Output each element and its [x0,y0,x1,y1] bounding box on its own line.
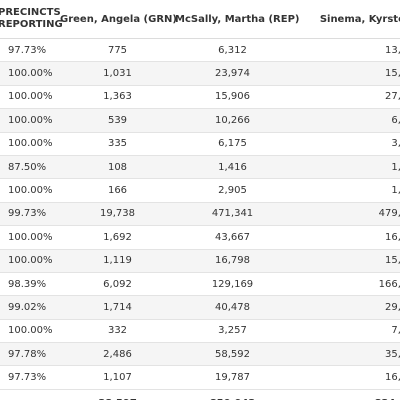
precincts-cell: 99.02% [0,295,60,320]
sinema-cell: 1,042 [290,155,400,180]
precincts-cell: 98.39% [0,272,60,297]
precincts-cell: 100.00% [0,85,60,110]
sinema-cell: 3,153 [290,132,400,156]
mcsally-cell: 23,974 [175,61,290,86]
green-cell: 1,692 [60,225,175,250]
totals-green: 38,597 [60,388,175,400]
header-sinema-kyrsten: Sinema, Kyrsten [290,0,400,39]
green-cell: 1,119 [60,249,175,273]
precincts-cell: 97.78% [0,342,60,367]
precincts-cell: 97.73% [0,365,60,390]
sinema-cell: 1,455 [290,178,400,203]
mcsally-cell: 19,787 [175,365,290,390]
green-cell: 108 [60,155,175,180]
green-cell: 6,092 [60,272,175,297]
mcsally-cell: 2,905 [175,178,290,203]
mcsally-cell: 6,175 [175,132,290,156]
precincts-cell: 100.00% [0,61,60,86]
precincts-cell: 100.00% [0,178,60,203]
precincts-cell: 100.00% [0,249,60,273]
mcsally-cell: 15,906 [175,85,290,110]
green-cell: 332 [60,319,175,344]
table-header: PRECINCTS REPORTING Green, Angela (GRN) … [0,0,400,39]
totals-sinema: 834,135 [290,388,400,400]
mcsally-cell: 1,416 [175,155,290,180]
sinema-cell: 15,009 [290,61,400,86]
sinema-cell: 29,192 [290,295,400,320]
sinema-cell: 16,580 [290,225,400,250]
green-cell: 19,738 [60,202,175,227]
precincts-cell: 100.00% [0,108,60,133]
green-cell: 539 [60,108,175,133]
mcsally-cell: 16,798 [175,249,290,273]
precincts-cell: 97.73% [0,38,60,63]
green-cell: 775 [60,38,175,63]
green-cell: 1,031 [60,61,175,86]
mcsally-cell: 6,312 [175,38,290,63]
sinema-cell: 16,052 [290,365,400,390]
sinema-cell: 166,571 [290,272,400,297]
header-precincts-reporting: PRECINCTS REPORTING [0,0,63,39]
green-cell: 1,107 [60,365,175,390]
totals-mcsally: 850,043 [175,388,290,400]
mcsally-cell: 10,266 [175,108,290,133]
totals-precincts [0,388,60,400]
precincts-cell: 99.73% [0,202,60,227]
sinema-cell: 35,423 [290,342,400,367]
header-green-angela: Green, Angela (GRN) [60,0,177,39]
sinema-cell: 13,162 [290,38,400,63]
sinema-cell: 7,598 [290,319,400,344]
mcsally-cell: 129,169 [175,272,290,297]
precincts-cell: 100.00% [0,319,60,344]
table-footer: 38,597 850,043 834,135 [0,388,400,400]
mcsally-cell: 3,257 [175,319,290,344]
green-cell: 2,486 [60,342,175,367]
header-row: PRECINCTS REPORTING Green, Angela (GRN) … [0,0,400,39]
precincts-cell: 100.00% [0,132,60,156]
sinema-cell: 6,506 [290,108,400,133]
mcsally-cell: 58,592 [175,342,290,367]
green-cell: 1,363 [60,85,175,110]
precincts-cell: 100.00% [0,225,60,250]
header-mcsally-martha: McSally, Martha (REP) [175,0,299,39]
green-cell: 166 [60,178,175,203]
sinema-cell: 479,164 [290,202,400,227]
sinema-cell: 27,874 [290,85,400,110]
sinema-cell: 15,354 [290,249,400,273]
mcsally-cell: 43,667 [175,225,290,250]
mcsally-cell: 471,341 [175,202,290,227]
green-cell: 1,714 [60,295,175,320]
mcsally-cell: 40,478 [175,295,290,320]
green-cell: 335 [60,132,175,156]
precincts-cell: 87.50% [0,155,60,180]
table-body: 97.73%7756,31213,162100.00%1,03123,97415… [0,38,400,390]
totals-row: 38,597 850,043 834,135 [0,388,400,400]
